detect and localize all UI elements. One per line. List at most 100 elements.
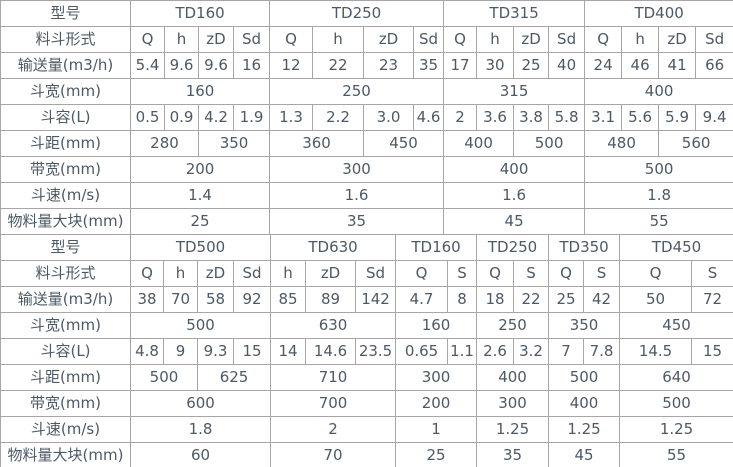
value-cell: 25 <box>395 442 478 467</box>
value-cell: Q <box>269 26 314 53</box>
row-label: 输送量(m3/h) <box>0 52 131 79</box>
value-cell: Q <box>130 260 164 287</box>
value-cell: 14.6 <box>305 338 357 365</box>
value-cell: 35 <box>413 52 445 79</box>
value-cell: 45 <box>443 208 586 235</box>
value-cell: 3.8 <box>513 104 550 131</box>
value-cell: 4.6 <box>413 104 445 131</box>
value-cell: h <box>163 260 198 287</box>
value-cell: Sd <box>413 26 445 53</box>
value-cell: Q <box>548 260 585 287</box>
value-cell: 35 <box>269 208 445 235</box>
model-name-cell: TD250 <box>269 0 445 27</box>
row-label: 物料量大块(mm) <box>0 442 131 467</box>
value-cell: 72 <box>691 286 733 313</box>
value-cell: 1.25 <box>548 416 621 443</box>
table-row: 输送量(m3/h) 38 70 58 92 85 89 142 4.7 8 18 22 25 42 50 72 <box>0 286 733 313</box>
table-row: 输送量(m3/h) 5.4 9.6 9.6 16 12 22 23 35 17 30 25 40 24 46… <box>0 52 733 79</box>
value-cell: 22 <box>513 286 550 313</box>
value-cell: 17 <box>443 52 478 79</box>
value-cell: 24 <box>584 52 623 79</box>
row-label: 料斗形式 <box>0 260 131 287</box>
model-name-cell: TD250 <box>476 234 550 261</box>
value-cell: zD <box>363 26 415 53</box>
value-cell: 500 <box>129 312 272 339</box>
value-cell: 0.65 <box>395 338 449 365</box>
value-cell: 400 <box>443 156 586 183</box>
row-label: 斗距(mm) <box>0 130 131 157</box>
value-cell: 30 <box>476 52 515 79</box>
value-cell: S <box>691 260 733 287</box>
value-cell: 42 <box>583 286 621 313</box>
value-cell: 7.8 <box>583 338 621 365</box>
value-cell: h <box>621 26 660 53</box>
value-cell: 35 <box>476 442 550 467</box>
table-row: 物料量大块(mm) 60 70 25 35 45 55 <box>0 442 733 467</box>
value-cell: 1.9 <box>232 104 271 131</box>
model-name-cell: TD450 <box>619 234 733 261</box>
row-label: 斗容(L) <box>0 104 131 131</box>
table-row: 斗宽(mm) 160 250 315 400 <box>0 78 733 105</box>
value-cell: 18 <box>476 286 515 313</box>
value-cell: zD <box>198 26 234 53</box>
value-cell: 5.6 <box>621 104 660 131</box>
row-label: 斗宽(mm) <box>0 312 131 339</box>
value-cell: 1.3 <box>269 104 314 131</box>
value-cell: 23.5 <box>355 338 397 365</box>
value-cell: 200 <box>395 390 478 417</box>
value-cell: 400 <box>548 390 621 417</box>
value-cell: 500 <box>619 390 733 417</box>
value-cell: zD <box>305 260 357 287</box>
value-cell: 2 <box>270 416 397 443</box>
table-row: 斗宽(mm) 500 630 160 250 350 450 <box>0 312 733 339</box>
value-cell: 640 <box>619 364 733 391</box>
row-label: 型号 <box>0 234 131 261</box>
value-cell: 360 <box>269 130 365 157</box>
row-label: 斗容(L) <box>0 338 131 365</box>
value-cell: 25 <box>129 208 271 235</box>
value-cell: 2 <box>443 104 478 131</box>
row-label: 带宽(mm) <box>0 156 131 183</box>
value-cell: 480 <box>584 130 660 157</box>
value-cell: h <box>312 26 365 53</box>
value-cell: S <box>583 260 621 287</box>
value-cell: 300 <box>476 390 550 417</box>
value-cell: 9.3 <box>197 338 234 365</box>
value-cell: Sd <box>232 260 272 287</box>
value-cell: zD <box>513 26 550 53</box>
value-cell: Q <box>443 26 478 53</box>
value-cell: 12 <box>269 52 314 79</box>
table-row: 斗距(mm) 500 625 710 300 400 500 640 <box>0 364 733 391</box>
value-cell: 400 <box>443 130 515 157</box>
model-name-cell: TD160 <box>129 0 271 27</box>
value-cell: 1.4 <box>129 182 271 209</box>
value-cell: S <box>513 260 550 287</box>
value-cell: 4.8 <box>130 338 164 365</box>
value-cell: 500 <box>548 364 621 391</box>
value-cell: 45 <box>548 442 621 467</box>
row-label: 型号 <box>0 0 131 27</box>
row-label: 斗宽(mm) <box>0 78 131 105</box>
value-cell: 400 <box>584 78 733 105</box>
model-name-cell: TD315 <box>443 0 586 27</box>
value-cell: 58 <box>197 286 234 313</box>
model-name-cell: TD630 <box>270 234 397 261</box>
value-cell: 2.6 <box>476 338 515 365</box>
value-cell: 160 <box>129 78 271 105</box>
value-cell: 5.9 <box>658 104 697 131</box>
value-cell: h <box>164 26 199 53</box>
value-cell: 450 <box>619 312 733 339</box>
value-cell: 15 <box>691 338 733 365</box>
value-cell: 14 <box>270 338 307 365</box>
value-cell: 1.6 <box>269 182 445 209</box>
value-cell: 7 <box>548 338 585 365</box>
value-cell: 15 <box>232 338 272 365</box>
value-cell: 142 <box>355 286 397 313</box>
value-cell: 250 <box>269 78 445 105</box>
value-cell: 500 <box>130 364 198 391</box>
value-cell: Q <box>619 260 693 287</box>
